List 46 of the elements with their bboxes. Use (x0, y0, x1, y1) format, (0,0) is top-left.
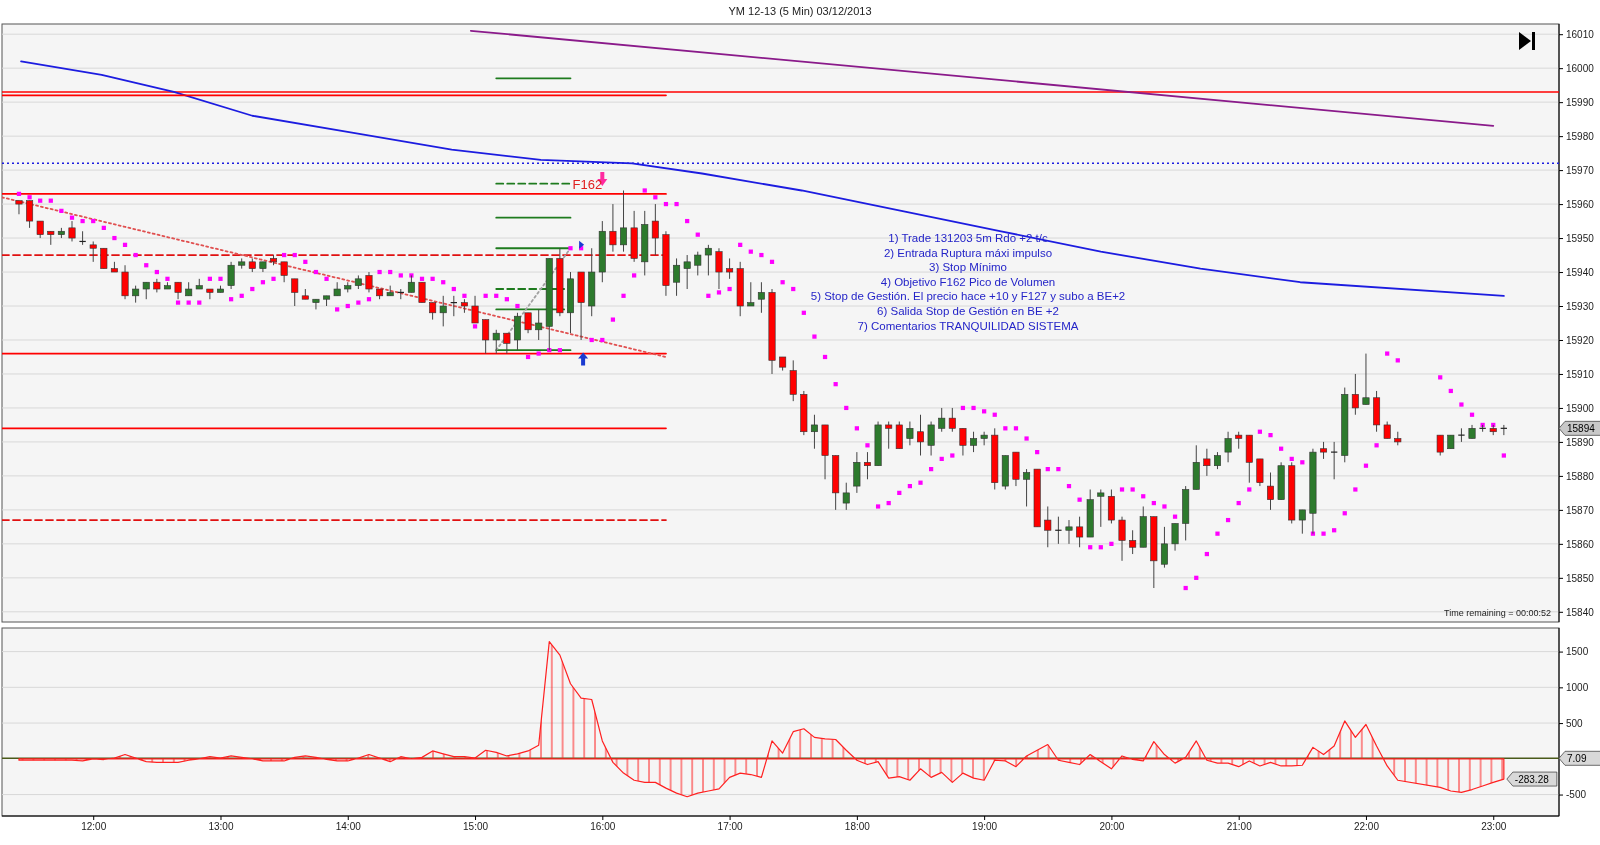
x-tick-label: 15:00 (463, 821, 489, 833)
y-tick-label: 15860 (1566, 538, 1595, 550)
y-tick-label: 15930 (1566, 300, 1595, 312)
y-tick-label: 15990 (1566, 96, 1595, 108)
y-tick-label: 1000 (1566, 682, 1589, 694)
y-tick-label: -500 (1566, 789, 1587, 801)
annotation: 5) Stop de Gestión. El precio hace +10 y F127 y subo a BE+2 (810, 290, 1126, 303)
y-tick-label: 15980 (1566, 130, 1595, 142)
x-tick-label: 18:00 (844, 821, 871, 833)
x-tick-label: 21:00 (1226, 821, 1253, 833)
annotation: F162 (572, 176, 603, 192)
x-tick-label: 14:00 (335, 821, 362, 833)
y-tick-label: 15920 (1566, 334, 1595, 346)
x-tick-label: 23:00 (1481, 821, 1507, 833)
annotation: 3) Stop Mínimo (929, 261, 1007, 274)
x-tick-label: 12:00 (81, 821, 107, 833)
chart-title: YM 12-13 (5 Min) 03/12/2013 (728, 5, 872, 17)
x-tick-label: 22:00 (1353, 821, 1380, 833)
x-tick-label: 13:00 (208, 821, 234, 833)
x-tick-label: 19:00 (972, 821, 998, 833)
x-tick-label: 20:00 (1099, 821, 1125, 833)
y-tick-label: 15960 (1566, 198, 1595, 210)
y-tick-label: 15910 (1566, 368, 1595, 380)
y-tick-label: 15970 (1566, 164, 1595, 176)
y-tick-label: 15840 (1566, 606, 1595, 618)
y-tick-label: 16010 (1566, 28, 1595, 40)
annotation: 2) Entrada Ruptura máxi impulso (883, 246, 1053, 259)
x-tick-label: 17:00 (717, 821, 744, 833)
y-tick-label: 15850 (1566, 572, 1595, 584)
y-tick-label: 500 (1566, 717, 1584, 729)
x-tick-label: 16:00 (590, 821, 616, 833)
annotation: 4) Objetivo F162 Pico de Volumen (880, 275, 1056, 288)
annotation: Time remaining = 00:00:52 (1444, 608, 1551, 618)
y-tick-label: 15950 (1566, 232, 1595, 244)
y-tick-label: 15940 (1566, 266, 1595, 278)
annotation: 6) Salida Stop de Gestión en BE +2 (877, 305, 1059, 317)
y-tick-label: 15890 (1566, 436, 1595, 448)
y-tick-label: 16000 (1566, 62, 1595, 74)
data-label: -283.28 (1514, 774, 1550, 786)
annotation: 7) Comentarios TRANQUILIDAD SISTEMA (857, 319, 1079, 332)
y-tick-label: 15870 (1566, 504, 1595, 516)
annotation: 15894 (1567, 423, 1596, 435)
y-tick-label: 15900 (1566, 402, 1595, 414)
y-tick-label: 1500 (1566, 646, 1589, 658)
y-tick-label: 15880 (1566, 470, 1595, 482)
ref-line-label: 7.09 (1567, 753, 1587, 765)
